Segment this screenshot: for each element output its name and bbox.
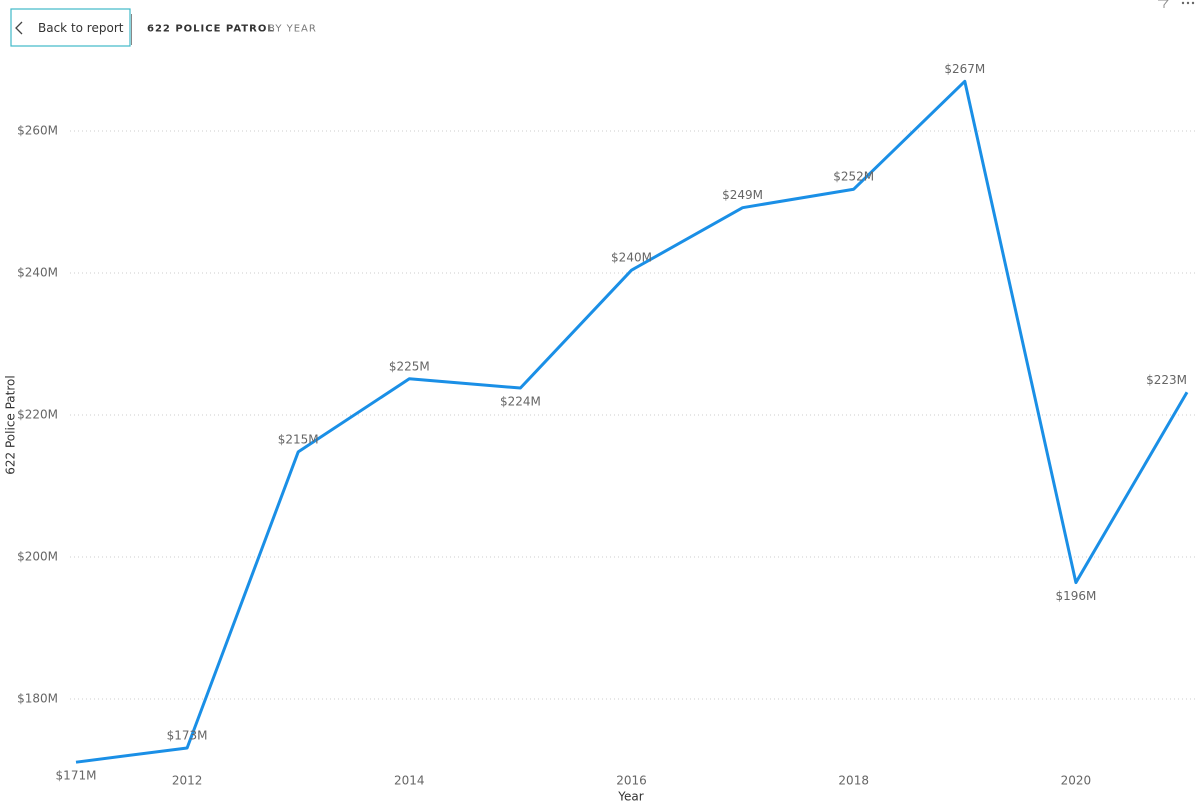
filter-icon[interactable] <box>1158 0 1169 8</box>
data-label: $249M <box>722 188 763 202</box>
x-axis-title: Year <box>617 790 643 804</box>
y-tick-label: $200M <box>17 550 58 564</box>
x-tick-label: 2018 <box>838 774 869 788</box>
report-title: 622 POLICE PATROL <box>147 24 275 35</box>
dot[interactable] <box>1191 1 1195 5</box>
y-axis-title: 622 Police Patrol <box>4 375 18 474</box>
data-label: $252M <box>833 170 874 184</box>
x-tick-label: 2016 <box>616 774 647 788</box>
back-button-label[interactable]: Back to report <box>38 21 124 35</box>
data-label: $173M <box>167 728 208 742</box>
x-tick-label: 2012 <box>172 774 203 788</box>
back-chevron[interactable] <box>15 21 23 35</box>
data-label: $171M <box>56 769 97 783</box>
y-tick-label: $180M <box>17 692 58 706</box>
y-tick-label: $240M <box>17 266 58 280</box>
data-label: $225M <box>389 359 430 373</box>
data-label: $215M <box>278 432 319 446</box>
back-button-frame[interactable] <box>10 8 131 47</box>
report-subtitle: BY YEAR <box>268 24 317 35</box>
dot[interactable] <box>1186 1 1190 5</box>
y-tick-label: $220M <box>17 408 58 422</box>
dot[interactable] <box>1181 1 1185 5</box>
more-options[interactable] <box>1181 1 1195 5</box>
data-label: $240M <box>611 251 652 265</box>
y-tick-label: $260M <box>17 124 58 138</box>
x-tick-label: 2014 <box>394 774 425 788</box>
data-label: $196M <box>1055 589 1096 603</box>
data-label: $224M <box>500 395 541 409</box>
x-tick-label: 2020 <box>1061 774 1092 788</box>
back-button[interactable]: Back to report <box>10 8 131 47</box>
data-label: $267M <box>944 62 985 76</box>
series-line <box>75 79 1189 764</box>
data-label: $223M <box>1146 373 1187 387</box>
